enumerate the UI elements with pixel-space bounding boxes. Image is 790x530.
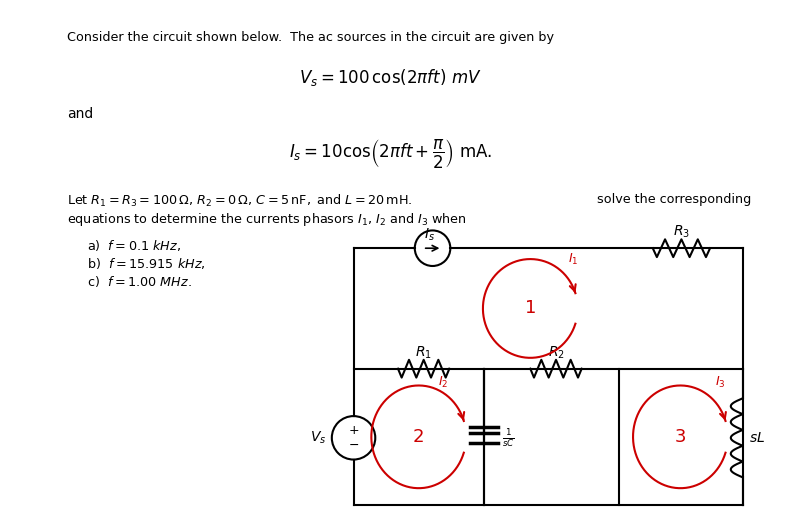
Text: Consider the circuit shown below.  The ac sources in the circuit are given by: Consider the circuit shown below. The ac… (67, 31, 554, 44)
Text: solve the corresponding: solve the corresponding (597, 193, 752, 206)
Text: Let $R_1 = R_3 = 100\,\Omega,\, R_2 = 0\,\Omega,\, C = 5\,\mathrm{nF},$ and $L =: Let $R_1 = R_3 = 100\,\Omega,\, R_2 = 0\… (67, 193, 412, 209)
Text: +: + (348, 425, 359, 437)
Text: equations to determine the currents phasors $I_1,\,I_2$ and $I_3$ when: equations to determine the currents phas… (67, 211, 467, 228)
Text: $\frac{1}{sC}$: $\frac{1}{sC}$ (502, 427, 514, 449)
Text: $R_2$: $R_2$ (547, 344, 564, 361)
Text: −: − (348, 439, 359, 452)
Text: $sL$: $sL$ (749, 431, 765, 445)
Text: $I_1$: $I_1$ (568, 252, 578, 267)
Text: 3: 3 (675, 428, 687, 446)
Text: $I_s = 10\cos\!\left(2\pi ft + \dfrac{\pi}{2}\right)\ \mathrm{mA.}$: $I_s = 10\cos\!\left(2\pi ft + \dfrac{\p… (288, 137, 491, 170)
Text: $V_s$: $V_s$ (310, 430, 326, 446)
Text: c)  $f = 1.00\ MHz.$: c) $f = 1.00\ MHz.$ (87, 274, 192, 289)
Text: $R_3$: $R_3$ (673, 224, 690, 240)
Text: $R_1$: $R_1$ (416, 344, 432, 361)
Text: b)  $f = 15.915\ kHz,$: b) $f = 15.915\ kHz,$ (87, 256, 205, 271)
Text: $I_3$: $I_3$ (715, 375, 725, 391)
Text: 2: 2 (413, 428, 424, 446)
Text: 1: 1 (525, 299, 536, 317)
Text: a)  $f = 0.1\ kHz,$: a) $f = 0.1\ kHz,$ (87, 238, 181, 253)
Text: $V_s = 100\,\cos(2\pi ft)\ \mathit{mV}$: $V_s = 100\,\cos(2\pi ft)\ \mathit{mV}$ (299, 67, 481, 89)
Text: $I_s$: $I_s$ (424, 227, 435, 243)
Text: $I_2$: $I_2$ (438, 375, 449, 391)
Text: and: and (67, 107, 93, 121)
